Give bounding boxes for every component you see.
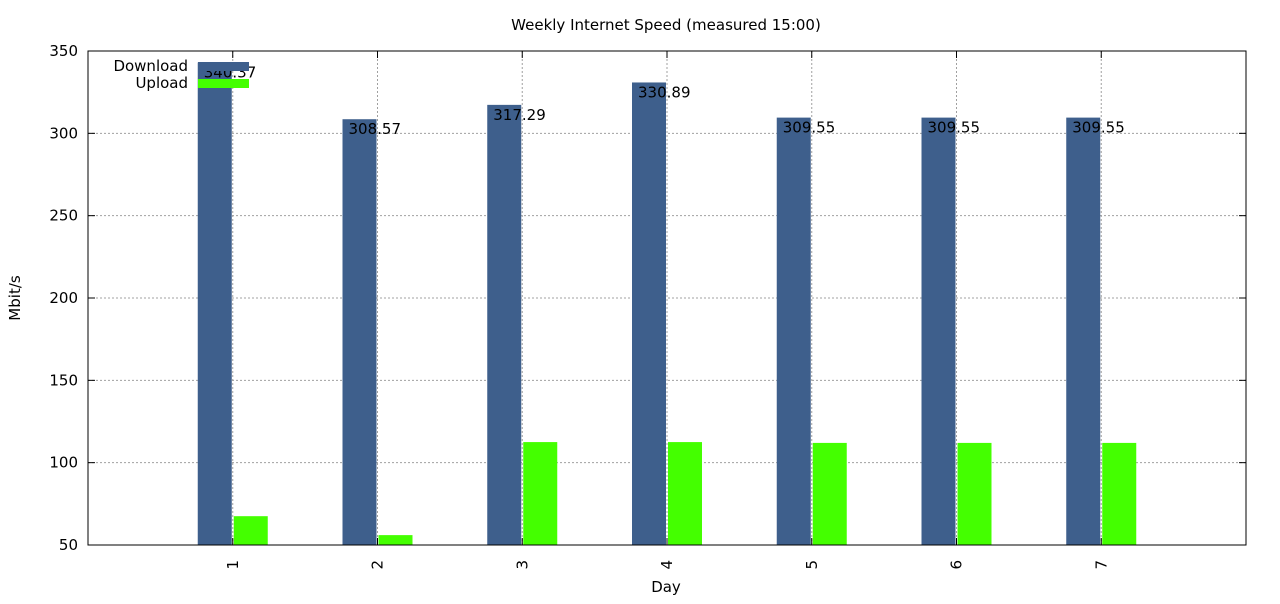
download-value-label: 308.57 — [349, 120, 402, 138]
y-tick-label: 300 — [49, 124, 78, 142]
download-bar — [487, 104, 522, 546]
y-tick-label: 150 — [49, 371, 78, 389]
y-tick-label: 200 — [49, 289, 78, 307]
legend-label: Download — [113, 57, 188, 75]
upload-bar — [812, 442, 847, 545]
legend-swatch — [198, 62, 249, 71]
x-tick-label: 3 — [513, 560, 531, 570]
download-value-label: 309.55 — [928, 119, 981, 137]
upload-bar — [1102, 442, 1137, 545]
legend-label: Upload — [135, 74, 188, 92]
upload-bar — [523, 442, 558, 545]
y-tick-label: 50 — [59, 536, 78, 554]
y-axis-label: Mbit/s — [6, 275, 24, 321]
download-bar — [921, 117, 956, 545]
download-bar — [197, 62, 232, 545]
download-bar — [632, 82, 666, 545]
x-tick-label: 5 — [803, 560, 821, 570]
chart-title: Weekly Internet Speed (measured 15:00) — [511, 16, 821, 34]
x-tick-label: 1 — [224, 560, 242, 570]
download-bar — [342, 119, 377, 545]
legend-swatch — [198, 79, 249, 88]
x-tick-label: 6 — [948, 560, 966, 570]
upload-bar — [957, 442, 992, 545]
download-value-label: 309.55 — [783, 119, 836, 137]
download-value-label: 317.29 — [493, 106, 546, 124]
download-bar — [1066, 117, 1101, 545]
grid-layer — [88, 51, 1246, 545]
upload-bar — [233, 516, 268, 545]
upload-bar — [668, 442, 702, 545]
y-tick-label: 250 — [49, 207, 78, 225]
upload-bar — [378, 535, 413, 545]
download-bar — [776, 117, 811, 545]
bars-layer — [197, 62, 1137, 546]
x-tick-label: 2 — [369, 560, 387, 570]
plot-frame — [87, 50, 1247, 546]
download-value-label: 309.55 — [1072, 119, 1125, 137]
y-tick-label: 350 — [49, 42, 78, 60]
y-tick-label: 100 — [49, 454, 78, 472]
download-value-label: 330.89 — [638, 83, 691, 101]
ticks-layer: 50 100 150 200 250 300 350 1 2 3 4 5 6 7 — [49, 42, 1246, 570]
x-axis-label: Day — [651, 578, 681, 596]
x-tick-label: 4 — [658, 560, 676, 570]
x-tick-label: 7 — [1092, 560, 1110, 570]
